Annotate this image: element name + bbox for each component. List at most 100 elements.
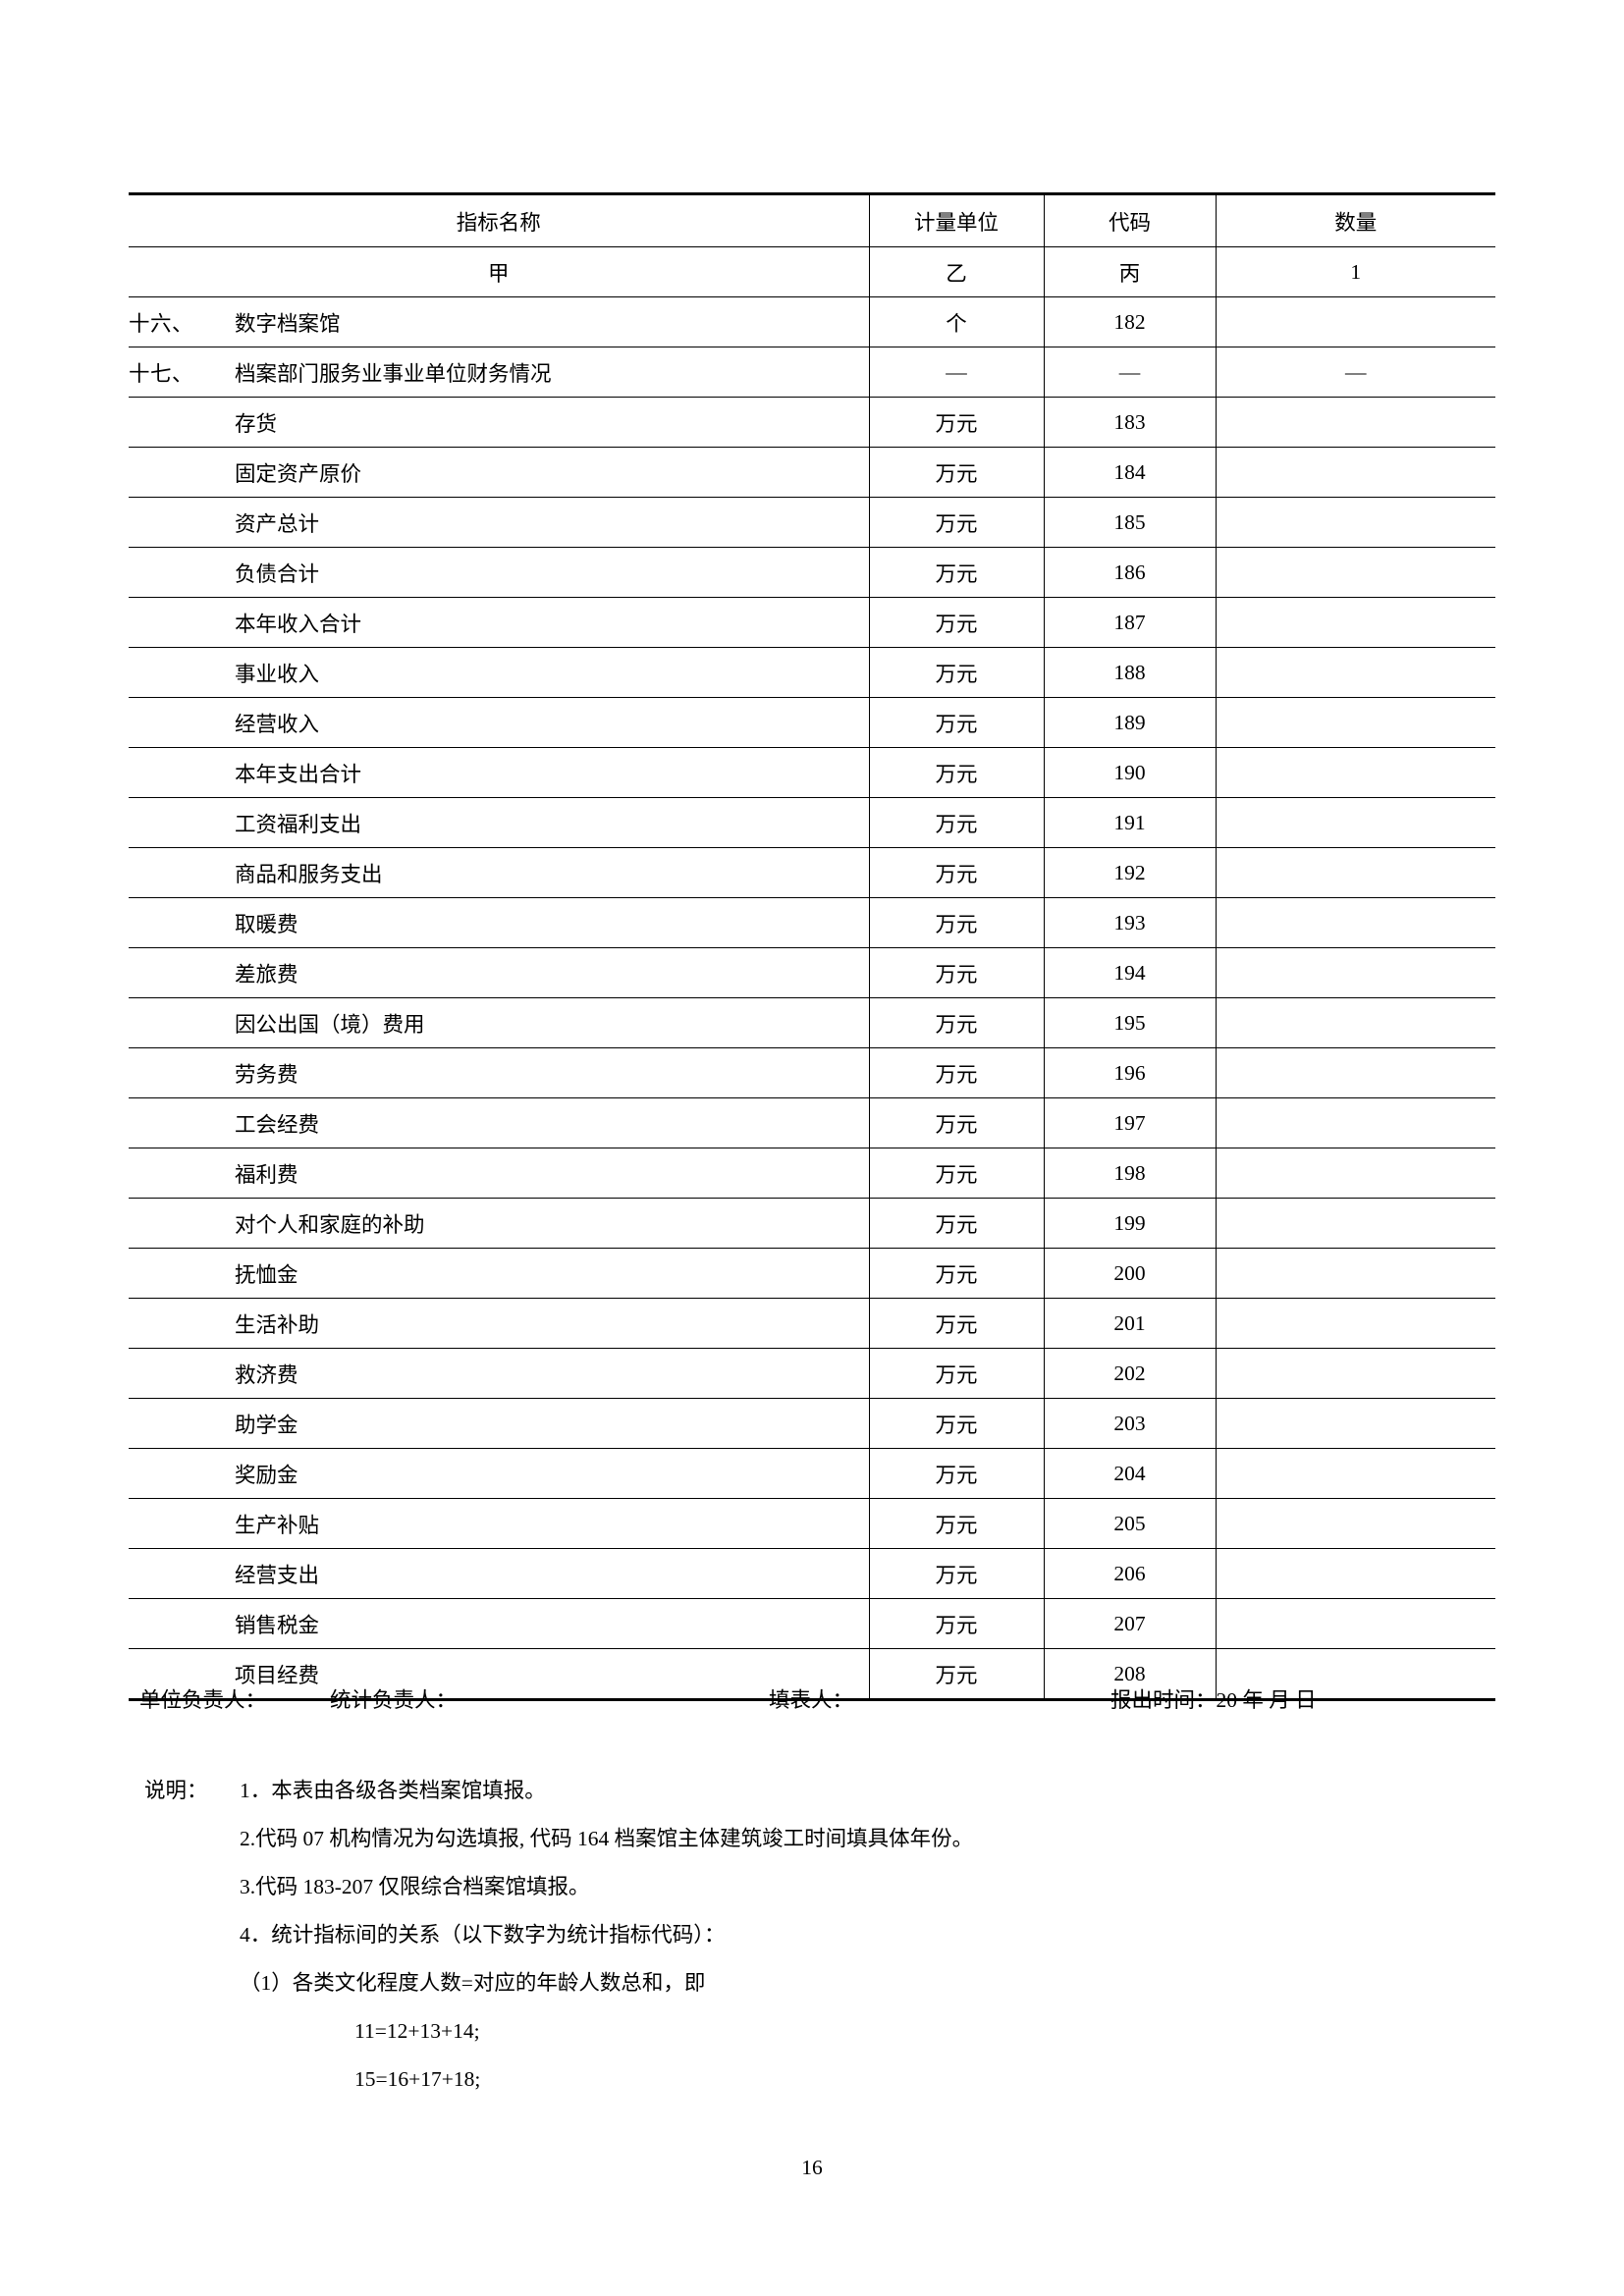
unit-head-label: 单位负责人：	[139, 1688, 267, 1712]
table-row: 存货 万元 183	[129, 397, 1496, 448]
row-quantity[interactable]	[1215, 797, 1496, 848]
row-quantity[interactable]	[1215, 747, 1496, 798]
row-quantity[interactable]	[1215, 1148, 1496, 1199]
table-row: 助学金 万元 203	[129, 1398, 1496, 1449]
note-text: 2.代码 07 机构情况为勾选填报, 代码 164 档案馆主体建筑竣工时间填具体…	[240, 1827, 974, 1850]
row-quantity[interactable]	[1215, 1198, 1496, 1249]
row-code: 205	[1043, 1498, 1217, 1549]
signature-line: 单位负责人： 统计负责人： 填表人： 报出时间：20 年 月 日	[129, 1672, 1495, 1723]
notes-section: 说明： 1．本表由各级各类档案馆填报。 2.代码 07 机构情况为勾选填报, 代码 …	[129, 1767, 1503, 2104]
stat-head-label: 统计负责人：	[330, 1688, 458, 1712]
row-unit: 万元	[868, 847, 1045, 898]
row-quantity[interactable]	[1215, 447, 1496, 498]
row-sequence	[129, 397, 235, 448]
row-code: 201	[1043, 1298, 1217, 1349]
page-number: 16	[801, 2156, 823, 2179]
row-code: 189	[1043, 697, 1217, 748]
row-quantity[interactable]	[1215, 1648, 1496, 1701]
row-sequence	[129, 1548, 235, 1599]
row-quantity[interactable]	[1215, 597, 1496, 648]
row-quantity[interactable]	[1215, 1298, 1496, 1349]
table-row: 因公出国（境）费用 万元 195	[129, 997, 1496, 1048]
table-row: 差旅费 万元 194	[129, 947, 1496, 998]
row-quantity[interactable]	[1215, 647, 1496, 698]
row-quantity[interactable]	[1215, 397, 1496, 448]
row-code: 202	[1043, 1348, 1217, 1399]
row-unit: 万元	[868, 547, 1045, 598]
row-indicator-name: 数字档案馆	[235, 296, 870, 347]
row-quantity[interactable]	[1215, 1047, 1496, 1098]
row-quantity[interactable]	[1215, 847, 1496, 898]
row-sequence	[129, 1398, 235, 1449]
row-indicator-name: 存货	[235, 397, 870, 448]
row-unit: 万元	[868, 947, 1045, 998]
row-sequence	[129, 947, 235, 998]
table-row: 对个人和家庭的补助 万元 199	[129, 1198, 1496, 1249]
row-quantity[interactable]	[1215, 1398, 1496, 1449]
row-quantity[interactable]	[1215, 1248, 1496, 1299]
note-formula: 15=16+17+18;	[354, 2067, 481, 2091]
table-row: 固定资产原价 万元 184	[129, 447, 1496, 498]
row-quantity[interactable]	[1215, 497, 1496, 548]
row-quantity[interactable]	[1215, 1598, 1496, 1649]
row-unit: 万元	[868, 1398, 1045, 1449]
row-sequence	[129, 797, 235, 848]
subheader-unit: 乙	[868, 246, 1045, 297]
row-quantity[interactable]	[1215, 296, 1496, 347]
row-quantity[interactable]	[1215, 947, 1496, 998]
subheader-code: 丙	[1043, 246, 1217, 297]
row-quantity[interactable]	[1215, 1498, 1496, 1549]
row-quantity[interactable]	[1215, 897, 1496, 948]
row-quantity[interactable]	[1215, 1348, 1496, 1399]
row-sequence	[129, 1198, 235, 1249]
table-row: 生产补贴 万元 205	[129, 1498, 1496, 1549]
row-unit: 个	[868, 296, 1045, 347]
row-code: 186	[1043, 547, 1217, 598]
row-quantity[interactable]	[1215, 997, 1496, 1048]
row-sequence	[129, 1248, 235, 1299]
row-unit: 万元	[868, 1498, 1045, 1549]
row-indicator-name: 资产总计	[235, 497, 870, 548]
row-indicator-name: 助学金	[235, 1398, 870, 1449]
row-unit: 万元	[868, 497, 1045, 548]
row-quantity[interactable]: —	[1215, 347, 1496, 398]
row-quantity[interactable]	[1215, 697, 1496, 748]
row-unit: 万元	[868, 1348, 1045, 1399]
row-quantity[interactable]	[1215, 1448, 1496, 1499]
row-indicator-name: 抚恤金	[235, 1248, 870, 1299]
row-unit: 万元	[868, 647, 1045, 698]
statistics-table: 指标名称 计量单位 代码 数量 甲 乙 丙 1 十六、 数字档案馆个 182 十七、档…	[129, 192, 1496, 1701]
row-sequence: 十六、	[129, 296, 235, 347]
row-code: 204	[1043, 1448, 1217, 1499]
table-row: 销售税金 万元 207	[129, 1598, 1496, 1649]
note-row: 2.代码 07 机构情况为勾选填报, 代码 164 档案馆主体建筑竣工时间填具体…	[129, 1815, 1503, 1863]
row-sequence	[129, 447, 235, 498]
row-code: 191	[1043, 797, 1217, 848]
header-indicator-name: 指标名称	[129, 192, 870, 247]
row-unit: 万元	[868, 1248, 1045, 1299]
table-row: 生活补助 万元 201	[129, 1298, 1496, 1349]
note-row: 3.代码 183-207 仅限综合档案馆填报。	[129, 1863, 1503, 1911]
row-indicator-name: 固定资产原价	[235, 447, 870, 498]
row-indicator-name: 工资福利支出	[235, 797, 870, 848]
header-quantity: 数量	[1215, 192, 1496, 247]
note-text: 3.代码 183-207 仅限综合档案馆填报。	[240, 1875, 590, 1898]
row-sequence	[129, 1448, 235, 1499]
table-row: 工资福利支出 万元 191	[129, 797, 1496, 848]
table-header-row-main: 指标名称 计量单位 代码 数量	[129, 192, 1496, 247]
row-unit: 万元	[868, 1298, 1045, 1349]
row-quantity[interactable]	[1215, 1548, 1496, 1599]
row-code: —	[1043, 347, 1217, 398]
row-quantity[interactable]	[1215, 1097, 1496, 1148]
row-indicator-name: 生产补贴	[235, 1498, 870, 1549]
row-sequence	[129, 1498, 235, 1549]
row-unit: 万元	[868, 597, 1045, 648]
row-unit: 万元	[868, 997, 1045, 1048]
row-code: 183	[1043, 397, 1217, 448]
row-sequence	[129, 547, 235, 598]
row-sequence	[129, 1148, 235, 1199]
row-code: 184	[1043, 447, 1217, 498]
row-quantity[interactable]	[1215, 547, 1496, 598]
row-code: 187	[1043, 597, 1217, 648]
